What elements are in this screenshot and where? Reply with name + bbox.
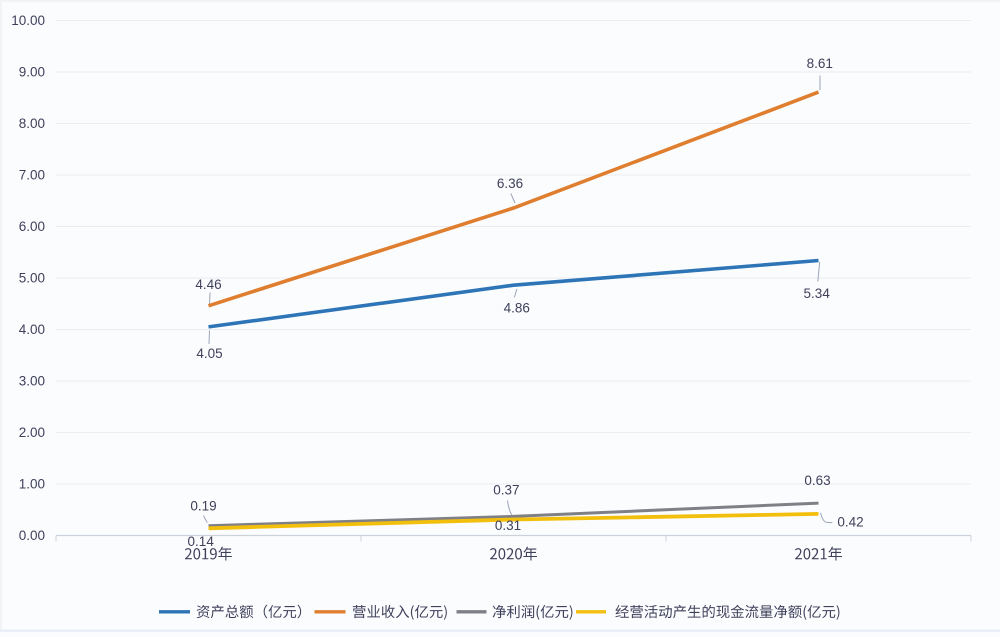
svg-text:3.00: 3.00 [19,374,45,389]
svg-text:4.00: 4.00 [19,322,45,337]
svg-text:6.36: 6.36 [497,176,523,191]
svg-text:6.00: 6.00 [19,219,45,234]
svg-text:7.00: 7.00 [19,168,45,183]
svg-text:0.31: 0.31 [495,518,521,533]
svg-text:5.34: 5.34 [804,286,831,301]
svg-text:4.86: 4.86 [504,301,530,316]
svg-text:0.37: 0.37 [493,482,519,497]
svg-text:2.00: 2.00 [19,425,45,440]
svg-text:0.19: 0.19 [190,498,216,513]
svg-text:0.14: 0.14 [188,534,215,549]
svg-text:0.00: 0.00 [19,528,45,543]
svg-text:10.00: 10.00 [11,13,45,28]
svg-text:0.63: 0.63 [804,473,830,488]
svg-text:0.42: 0.42 [837,515,863,530]
svg-text:8.61: 8.61 [807,56,833,71]
svg-text:8.00: 8.00 [19,116,45,131]
svg-text:9.00: 9.00 [19,65,45,80]
svg-text:1.00: 1.00 [19,477,45,492]
svg-text:5.00: 5.00 [19,271,45,286]
svg-text:4.05: 4.05 [196,346,222,361]
svg-text:4.46: 4.46 [195,277,221,292]
